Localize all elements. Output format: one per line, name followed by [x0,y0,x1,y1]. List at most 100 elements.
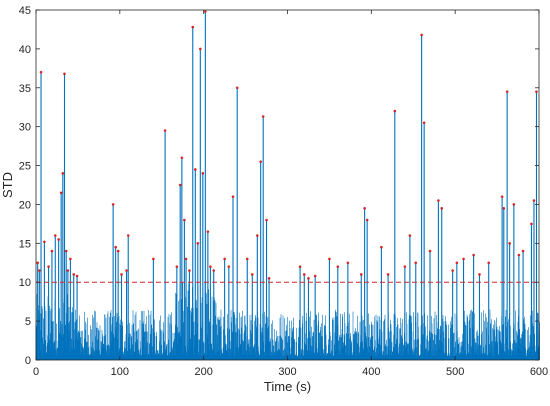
peak-marker [380,245,383,249]
y-tick-label: 15 [19,238,31,250]
peak-marker [451,269,454,272]
x-axis-label: Time (s) [264,379,311,394]
peak-marker [212,269,216,272]
peak-marker [163,129,167,132]
peak-marker [63,72,66,76]
peak-marker [298,265,302,268]
peak-marker [193,168,197,171]
peak-marker [50,249,54,253]
peak-marker [359,273,363,276]
peak-marker [201,172,205,175]
peak-marker [175,265,179,268]
y-tick-label: 5 [25,316,31,328]
peak-marker [256,234,259,237]
peak-marker [231,195,235,198]
peak-marker [180,156,184,160]
peak-marker [223,257,226,261]
y-tick-label: 20 [19,199,31,211]
peak-marker [114,245,117,249]
peak-marker [206,230,210,233]
peak-marker [199,47,202,51]
peak-marker [500,195,504,198]
peak-marker [363,207,366,210]
peak-marker [72,273,76,276]
y-axis-ticks: 0 5 10 15 20 25 30 35 40 45 [19,5,539,367]
peak-marker [66,269,70,272]
peak-marker [59,191,63,195]
peak-marker [125,269,128,272]
peak-marker [152,257,155,261]
peak-marker [57,238,60,241]
peak-marker [328,257,331,261]
peak-marker [365,218,369,222]
peak-marker [408,234,412,237]
x-axis-ticks: 0 100 200 300 400 500 600 [33,10,548,378]
peak-marker [420,33,423,37]
peak-marker [386,273,390,276]
peak-marker [75,274,79,278]
peak-marker [61,172,65,175]
peak-marker [126,234,130,237]
peak-marker [43,240,46,244]
peak-marker [422,121,426,125]
peak-stems-layer [37,11,538,360]
peak-marker [393,109,397,113]
y-tick-label: 30 [19,122,31,134]
x-tick-label: 0 [33,366,39,378]
peak-marker [403,265,407,268]
peak-marker [532,199,536,202]
peak-marker [204,10,207,13]
peak-marker [116,249,120,253]
peak-marker [302,273,306,276]
x-tick-label: 400 [362,366,380,378]
peak-marker [227,265,231,268]
x-tick-label: 300 [278,366,296,378]
peak-marker [111,203,115,206]
peak-marker [69,257,72,261]
peak-marker [184,257,188,261]
peak-marker [336,265,340,268]
y-tick-label: 25 [19,161,31,173]
peak-marker [120,273,123,276]
peak-marker [462,257,465,261]
peak-marker [183,218,186,222]
peak-marker [487,261,491,265]
x-tick-label: 500 [446,366,464,378]
peak-marker [196,242,200,245]
peak-marker [517,253,521,257]
peak-marker [36,261,39,265]
peak-marker [521,249,525,253]
peak-marker [245,257,249,261]
peak-marker [508,242,511,245]
peak-marker [535,90,538,93]
peak-marker [178,183,182,187]
y-tick-label: 35 [19,83,31,95]
y-axis-label: STD [0,172,15,198]
peak-marker [250,273,254,276]
peak-marker [440,207,444,210]
peak-marker [261,115,265,118]
peak-marker [209,265,212,268]
peak-marker [188,269,191,272]
peak-marker [313,274,317,278]
y-tick-label: 0 [25,355,31,367]
peak-marker [472,253,475,257]
peak-marker [267,277,271,280]
peak-marker [505,90,509,93]
peak-marker [428,249,432,253]
x-tick-label: 600 [530,366,548,378]
y-tick-label: 40 [19,44,31,56]
peak-marker [53,234,57,237]
peak-marker [235,86,239,90]
peak-marker [307,277,310,280]
y-tick-label: 10 [19,277,31,289]
x-tick-label: 200 [194,366,212,378]
peak-marker [346,261,350,265]
peak-marker [64,249,68,253]
peak-marker [455,261,459,265]
peak-marker [191,25,195,29]
y-tick-label: 45 [19,5,31,17]
peak-marker [437,199,440,202]
